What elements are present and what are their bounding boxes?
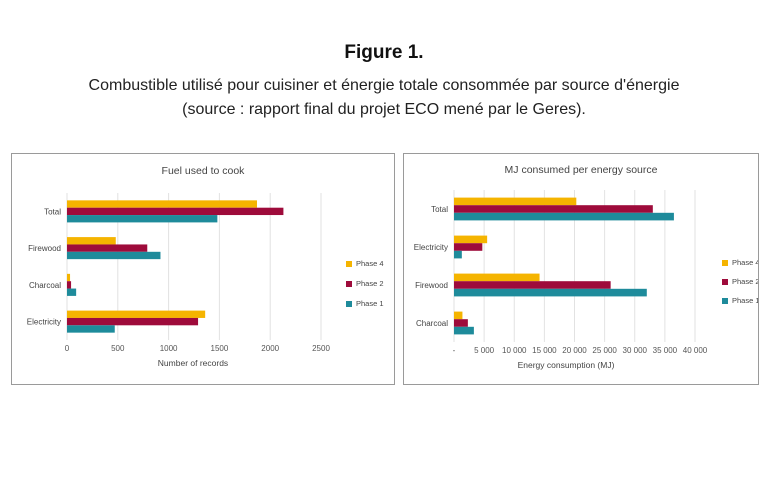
bar-charcoal-phase-1 [454,326,474,335]
legend-label-phase-1: Phase 1 [356,299,384,308]
figure-title: Figure 1. [344,42,424,63]
energy-chart-panel: MJ consumed per energy source - 5 000 10 00… [403,153,759,385]
bar-charcoal-phase-4 [67,273,71,282]
bar-electricity-phase-2 [67,317,199,326]
bar-charcoal-phase-4 [454,311,463,320]
bar-firewood-phase-2 [454,281,611,289]
category-label-firewood: Firewood [28,244,61,253]
fuel-chart: Fuel used to cook 0 500 1000 1500 2000 2500 Num… [27,165,384,368]
bar-firewood-phase-4 [454,273,540,282]
x-tick-label: 35 000 [653,346,678,355]
bar-total-phase-4 [67,200,257,208]
bar-electricity-phase-2 [454,243,483,251]
category-label-charcoal: Charcoal [29,281,61,290]
x-tick-label: - [453,346,456,355]
fuel-chart-panel: Fuel used to cook 0 500 1000 1500 2000 2500 Num… [11,153,395,385]
legend-swatch-phase-4 [722,260,728,266]
energy-chart: MJ consumed per energy source - 5 000 10 00… [414,164,758,370]
legend-label-phase-1: Phase 1 [732,296,758,305]
figure-caption: Combustible utilisé pour cuisiner et éne… [20,74,748,122]
legend-swatch-phase-2 [722,279,728,285]
legend-label-phase-2: Phase 2 [356,279,384,288]
x-tick-label: 2000 [261,344,279,353]
x-tick-label: 20 000 [562,346,587,355]
bar-electricity-phase-4 [67,310,206,318]
chart-title: Fuel used to cook [162,165,246,177]
bar-total-phase-1 [67,215,218,223]
bar-firewood-phase-1 [67,251,161,260]
category-label-electricity: Electricity [414,243,448,252]
bar-total-phase-1 [454,212,674,221]
legend-swatch-phase-1 [722,298,728,304]
x-axis-label: Number of records [158,358,228,368]
category-label-electricity: Electricity [27,318,61,327]
bar-firewood-phase-4 [67,237,116,245]
x-tick-label: 10 000 [502,346,527,355]
x-tick-label: 5 000 [474,346,495,355]
category-label-total: Total [44,207,61,216]
bar-charcoal-phase-1 [67,288,77,296]
bar-electricity-phase-1 [67,325,115,333]
category-label-firewood: Firewood [415,281,448,290]
x-tick-label: 2500 [312,344,330,353]
x-tick-label: 0 [65,344,70,353]
category-label-total: Total [431,205,448,214]
x-tick-label: 25 000 [592,346,617,355]
legend-swatch-phase-1 [346,301,352,307]
bar-charcoal-phase-2 [454,319,468,327]
x-tick-label: 15 000 [532,346,557,355]
x-tick-label: 40 000 [683,346,708,355]
bar-firewood-phase-1 [454,288,647,297]
figure-caption-line-2: (source : rapport final du projet ECO me… [182,101,586,118]
chart-title: MJ consumed per energy source [505,164,658,176]
bar-total-phase-2 [67,207,284,216]
x-tick-label: 30 000 [623,346,648,355]
legend-swatch-phase-4 [346,261,352,267]
bar-total-phase-2 [454,205,653,213]
figure-caption-line-1: Combustible utilisé pour cuisiner et éne… [88,77,680,94]
legend-label-phase-2: Phase 2 [732,277,758,286]
x-tick-label: 1000 [160,344,178,353]
bar-firewood-phase-2 [67,244,148,252]
legend-label-phase-4: Phase 4 [732,258,758,267]
category-label-charcoal: Charcoal [416,319,448,328]
legend-label-phase-4: Phase 4 [356,259,384,268]
x-tick-label: 500 [111,344,125,353]
legend-swatch-phase-2 [346,281,352,287]
bar-electricity-phase-1 [454,250,462,259]
bar-electricity-phase-4 [454,235,488,244]
x-axis-label: Energy consumption (MJ) [518,360,615,370]
bar-charcoal-phase-2 [67,281,72,289]
bar-total-phase-4 [454,197,577,206]
x-tick-label: 1500 [211,344,229,353]
